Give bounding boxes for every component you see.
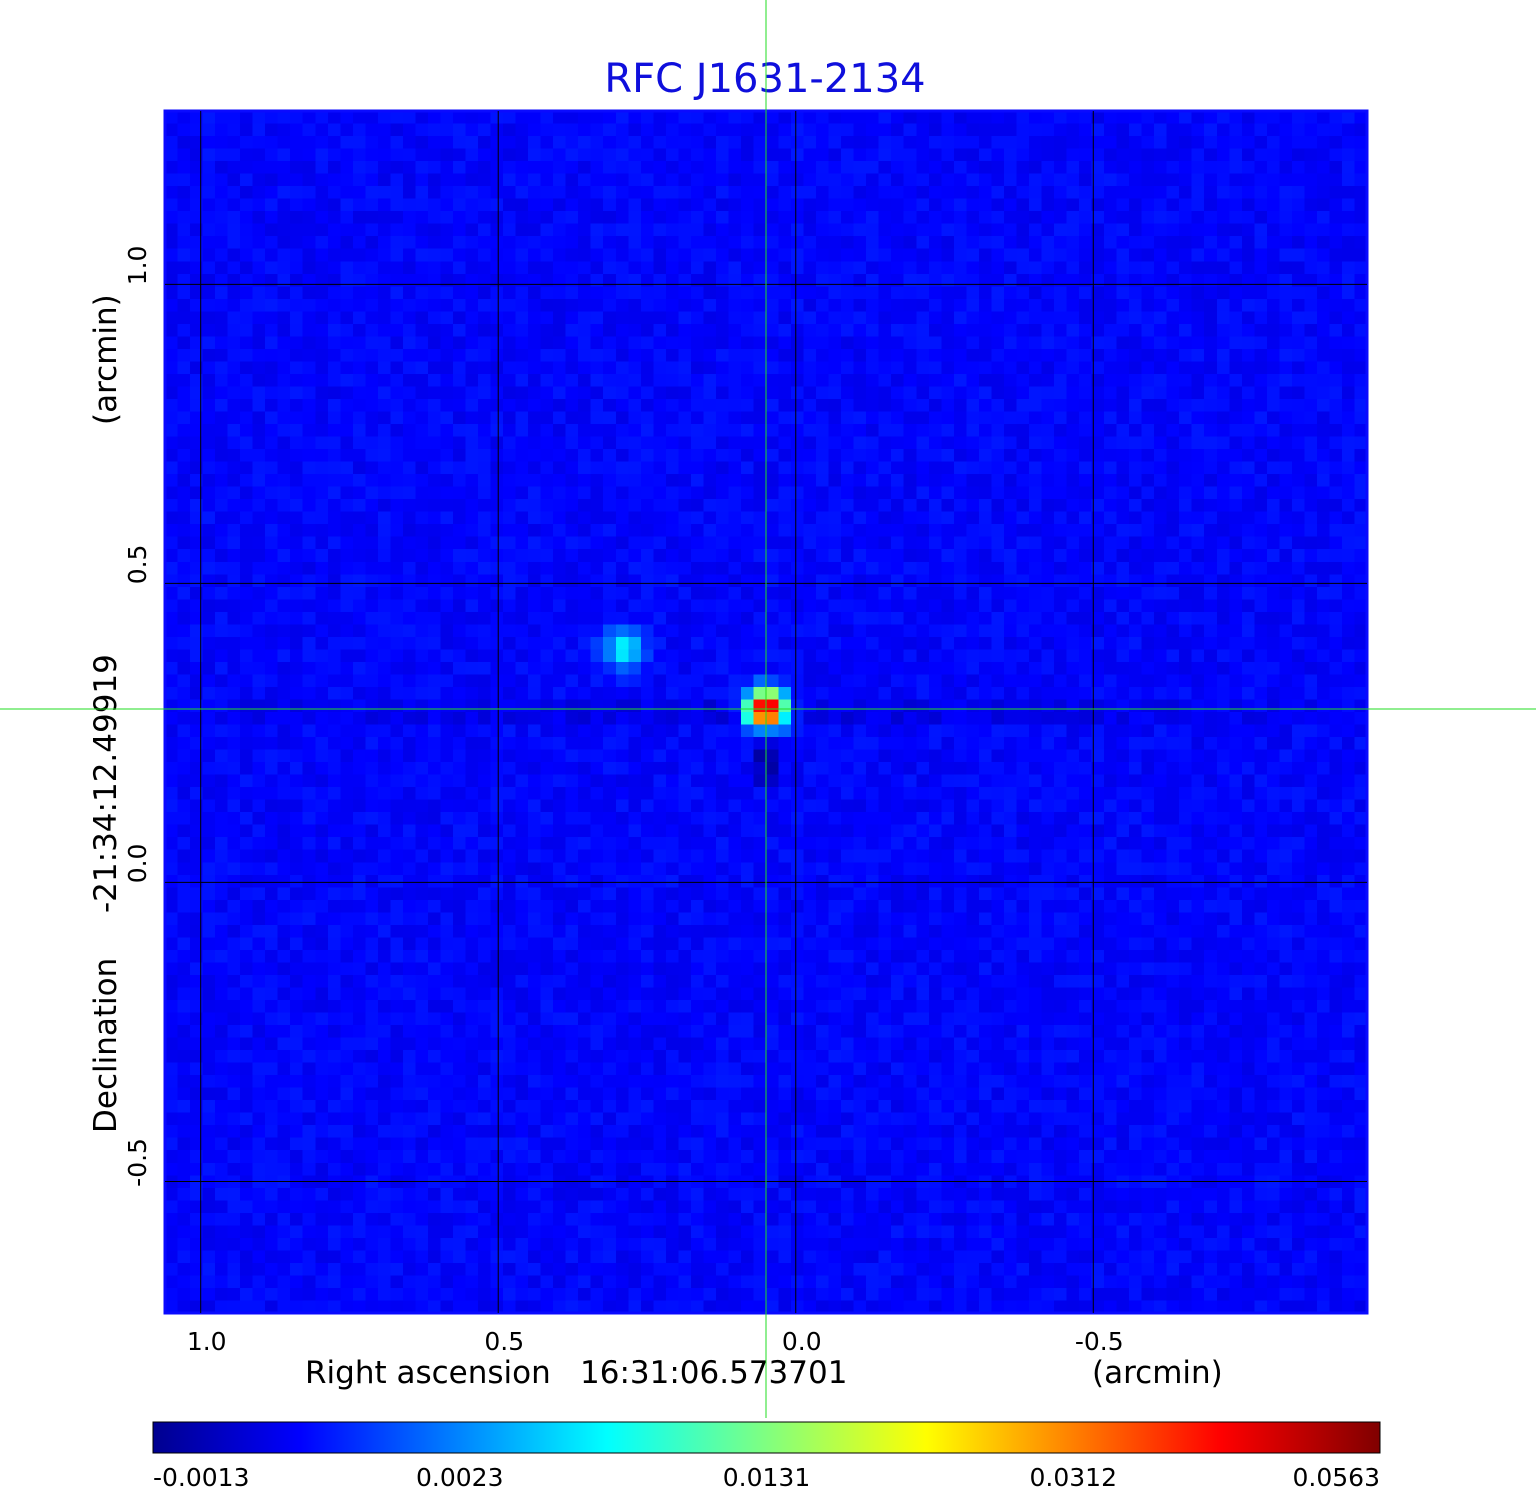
x-tick-label: 0.5 (484, 1327, 524, 1356)
x-axis-label: Right ascension (305, 1355, 551, 1391)
y-axis-unit: (arcmin) (88, 294, 124, 425)
x-tick-label: -0.5 (1075, 1327, 1124, 1356)
chart-title: RFC J1631-2134 (604, 56, 925, 102)
y-axis-label: Declination (88, 958, 124, 1133)
x-tick-label: 1.0 (187, 1327, 227, 1356)
colorbar-tick-label: 0.0312 (1030, 1463, 1117, 1492)
y-tick-label: 0.5 (123, 545, 152, 585)
crosshair-extension (0, 0, 1536, 1418)
y-tick-label: 0.0 (123, 844, 152, 884)
x-tick-label: 0.0 (782, 1327, 822, 1356)
y-tick-label: -0.5 (123, 1138, 152, 1187)
y-tick-label: 1.0 (123, 246, 152, 286)
x-axis-coordinate: 16:31:06.573701 (580, 1355, 847, 1391)
colorbar-tick-label: 0.0563 (1293, 1463, 1380, 1492)
y-axis-coordinate: -21:34:12.49919 (88, 654, 124, 913)
colorbar-tick-label: 0.0023 (416, 1463, 503, 1492)
x-axis-unit: (arcmin) (1092, 1355, 1223, 1391)
y-tick-labels: 1.0 0.5 0.0 -0.5 (123, 246, 152, 1187)
x-tick-labels: 1.0 0.5 0.0 -0.5 (187, 1327, 1124, 1356)
colorbar (152, 1421, 1381, 1454)
colorbar-tick-label: -0.0013 (153, 1463, 250, 1492)
colorbar-tick-labels: -0.0013 0.0023 0.0131 0.0312 0.0563 (153, 1463, 1380, 1492)
colorbar-tick-label: 0.0131 (723, 1463, 810, 1492)
